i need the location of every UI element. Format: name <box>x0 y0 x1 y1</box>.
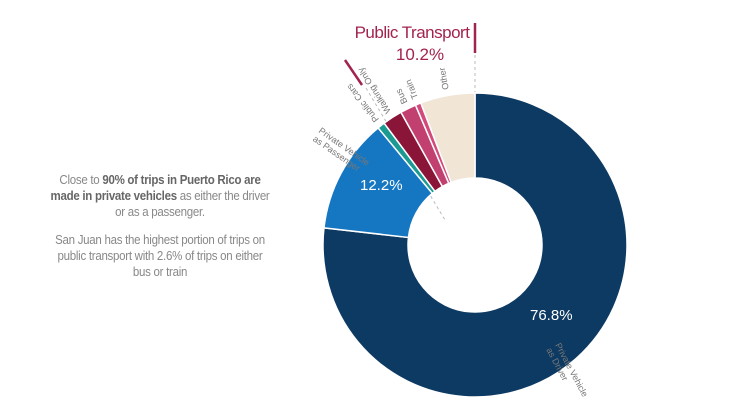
note-text: as either the driver or as a passenger. <box>115 189 270 219</box>
slice-other <box>419 92 476 184</box>
slice-private-vehicle-as-driver <box>322 92 628 398</box>
annotation-bracket-left <box>343 59 364 86</box>
slice-value-label: 12.2% <box>360 177 403 194</box>
note-text: Close to <box>59 173 103 187</box>
san-juan-note: San Juan has the highest portion of trip… <box>55 233 265 279</box>
annotation-title: Public Transport <box>355 23 471 42</box>
slice-value-label: 76.8% <box>530 307 573 324</box>
slice-label: Other <box>437 67 451 91</box>
summary-note: Close to 90% of trips in Puerto Rico are… <box>50 172 271 220</box>
annotation-value: 10.2% <box>396 45 444 64</box>
guide-line <box>365 87 446 221</box>
note-bold-text: 90% of trips in Puerto Rico are made in … <box>50 173 261 203</box>
